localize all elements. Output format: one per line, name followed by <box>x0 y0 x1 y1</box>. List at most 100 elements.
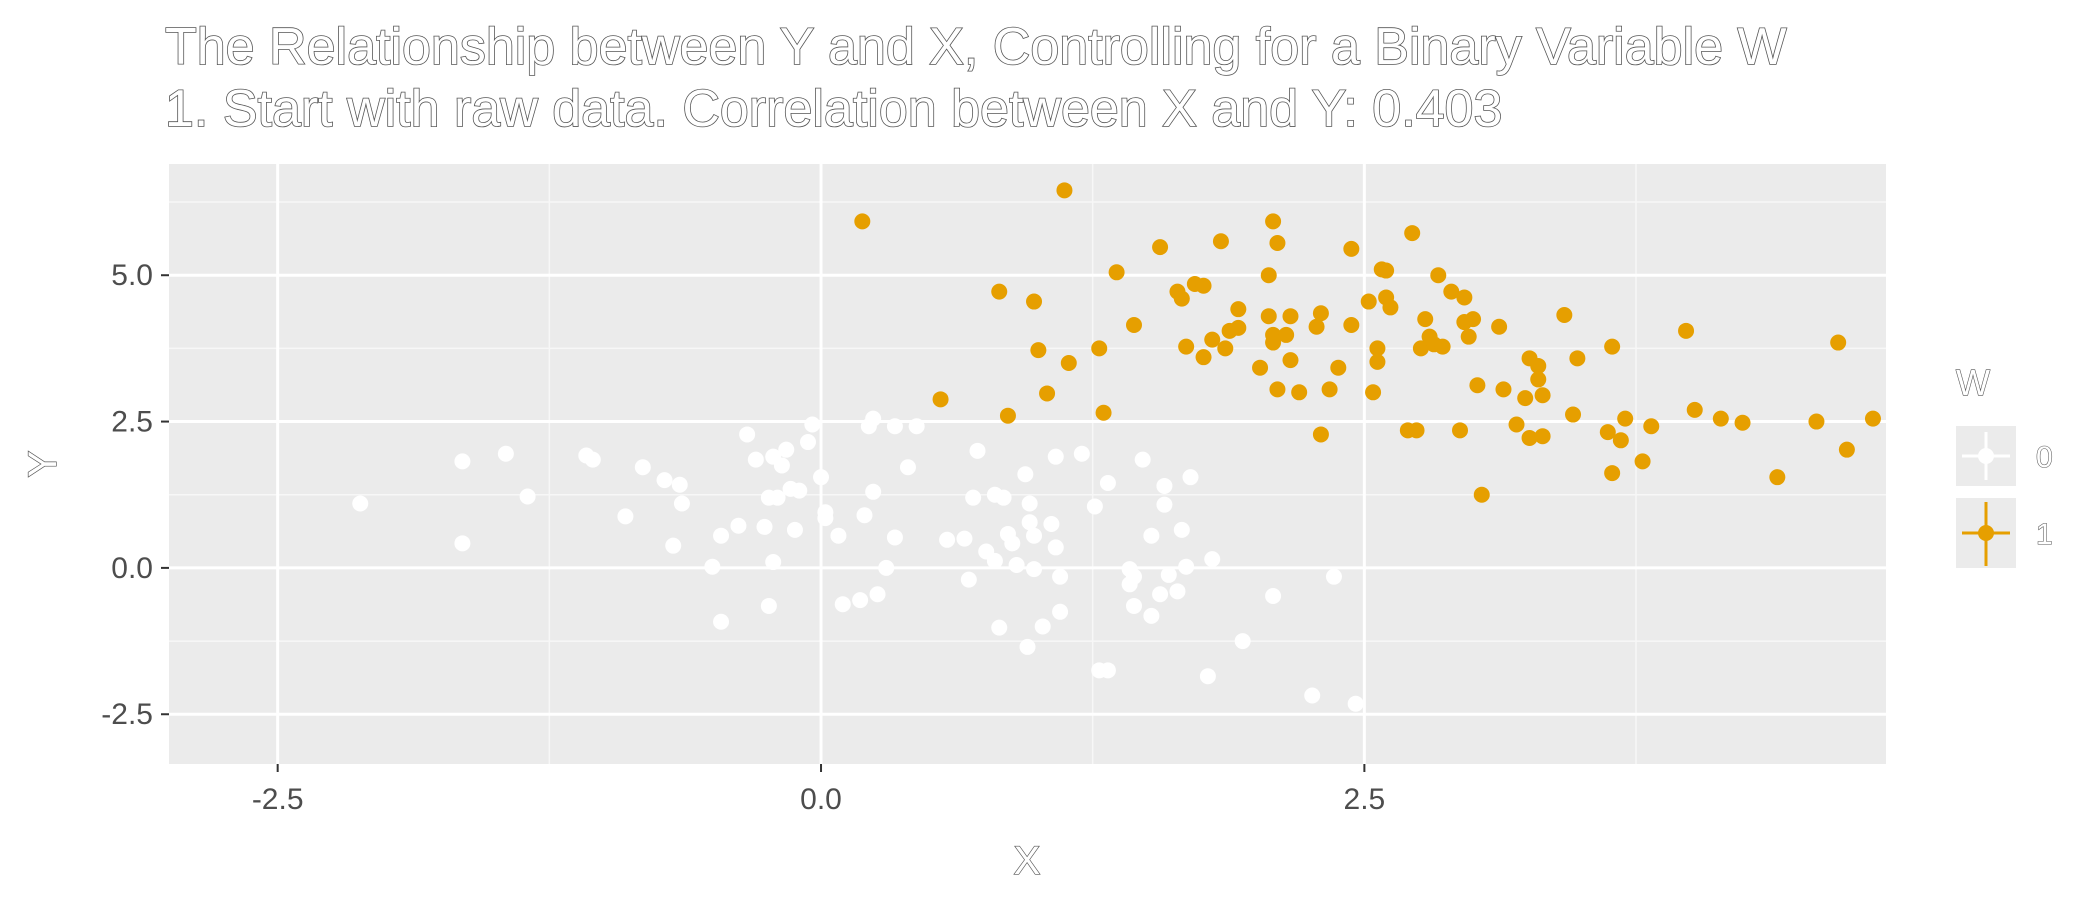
point-w1 <box>1604 465 1621 482</box>
x-axis: -2.5 0.0 2.5 <box>252 764 1385 816</box>
point-w0 <box>1008 556 1025 573</box>
point-w0 <box>1134 451 1151 468</box>
point-w1 <box>1282 308 1299 325</box>
point-w1 <box>1265 334 1282 351</box>
point-w1 <box>1838 441 1855 458</box>
point-w1 <box>1265 213 1282 230</box>
point-w0 <box>1160 566 1177 583</box>
point-w1 <box>1026 293 1043 310</box>
point-w0 <box>852 592 869 609</box>
point-w0 <box>1034 618 1051 635</box>
point-w0 <box>856 507 873 524</box>
point-w1 <box>1252 359 1269 376</box>
point-w1 <box>1365 384 1382 401</box>
point-w0 <box>1204 551 1221 568</box>
point-w1 <box>1056 182 1073 199</box>
point-w1 <box>1230 319 1247 336</box>
point-w1 <box>1434 338 1451 355</box>
x-tick-label: 2.5 <box>1344 783 1386 816</box>
point-w0 <box>960 571 977 588</box>
point-w0 <box>1086 498 1103 515</box>
point-w0 <box>1004 535 1021 552</box>
point-w0 <box>939 531 956 548</box>
point-w0 <box>1143 607 1160 624</box>
point-w1 <box>1204 331 1221 348</box>
grid-minor <box>169 164 1886 764</box>
point-w0 <box>791 482 808 499</box>
point-w0 <box>1152 586 1169 603</box>
legend-label-1: 1 <box>2036 518 2053 551</box>
point-w0 <box>1073 445 1090 462</box>
legend-label-0: 0 <box>2036 441 2053 474</box>
point-w1 <box>1343 240 1360 257</box>
point-w1 <box>1108 264 1125 281</box>
point-w0 <box>773 457 790 474</box>
point-w0 <box>1125 568 1142 585</box>
point-w1 <box>1456 289 1473 306</box>
point-w1 <box>1864 410 1881 427</box>
point-w0 <box>986 552 1003 569</box>
point-w0 <box>765 554 782 571</box>
legend-key-0-marker <box>1978 448 1994 464</box>
y-tick-label: 0.0 <box>111 552 153 585</box>
point-w1 <box>1195 349 1212 366</box>
point-w1 <box>1534 428 1551 445</box>
point-w1 <box>1565 406 1582 423</box>
point-w1 <box>1060 355 1077 372</box>
point-w1 <box>1491 318 1508 335</box>
point-w1 <box>991 283 1008 300</box>
point-w0 <box>778 441 795 458</box>
y-tick-label: -2.5 <box>101 698 153 731</box>
legend: W 0 1 <box>1955 361 2053 568</box>
series-1-points <box>854 182 1881 503</box>
point-w1 <box>1508 416 1525 433</box>
point-w1 <box>1343 316 1360 333</box>
point-w0 <box>617 508 634 525</box>
point-w0 <box>804 416 821 433</box>
point-w0 <box>1099 662 1116 679</box>
point-w1 <box>1369 340 1386 357</box>
point-w1 <box>932 391 949 408</box>
point-w1 <box>1212 233 1229 250</box>
point-w0 <box>1021 495 1038 512</box>
point-w0 <box>799 434 816 451</box>
y-tick-label: 2.5 <box>111 406 153 439</box>
point-w1 <box>1530 371 1547 388</box>
point-w1 <box>1569 350 1586 367</box>
point-w0 <box>886 529 903 546</box>
point-w1 <box>1556 307 1573 324</box>
point-w1 <box>1408 422 1425 439</box>
point-w0 <box>519 488 536 505</box>
point-w1 <box>1686 401 1703 418</box>
point-w1 <box>1291 384 1308 401</box>
point-w0 <box>1099 475 1116 492</box>
point-w1 <box>1460 328 1477 345</box>
point-w0 <box>454 453 471 470</box>
point-w0 <box>865 483 882 500</box>
point-w1 <box>1217 340 1234 357</box>
point-w1 <box>1195 277 1212 294</box>
point-w0 <box>454 535 471 552</box>
point-w0 <box>1178 558 1195 575</box>
legend-entry-1: 1 <box>1956 498 2053 568</box>
point-w0 <box>673 495 690 512</box>
point-w0 <box>786 521 803 538</box>
point-w0 <box>730 517 747 534</box>
point-w0 <box>713 613 730 630</box>
point-w0 <box>830 527 847 544</box>
point-w1 <box>1830 334 1847 351</box>
point-w0 <box>1156 477 1173 494</box>
point-w1 <box>1260 308 1277 325</box>
point-w0 <box>1052 568 1069 585</box>
grid-major <box>169 164 1886 764</box>
point-w0 <box>908 418 925 435</box>
point-w1 <box>1808 413 1825 430</box>
point-w1 <box>1312 426 1329 443</box>
y-axis-title: Y <box>21 451 65 478</box>
chart-subtitle: 1. Start with raw data. Correlation betw… <box>165 80 1502 138</box>
point-w1 <box>1178 338 1195 355</box>
legend-title: W <box>1956 362 1990 403</box>
point-w1 <box>1465 311 1482 328</box>
point-w1 <box>1404 225 1421 242</box>
